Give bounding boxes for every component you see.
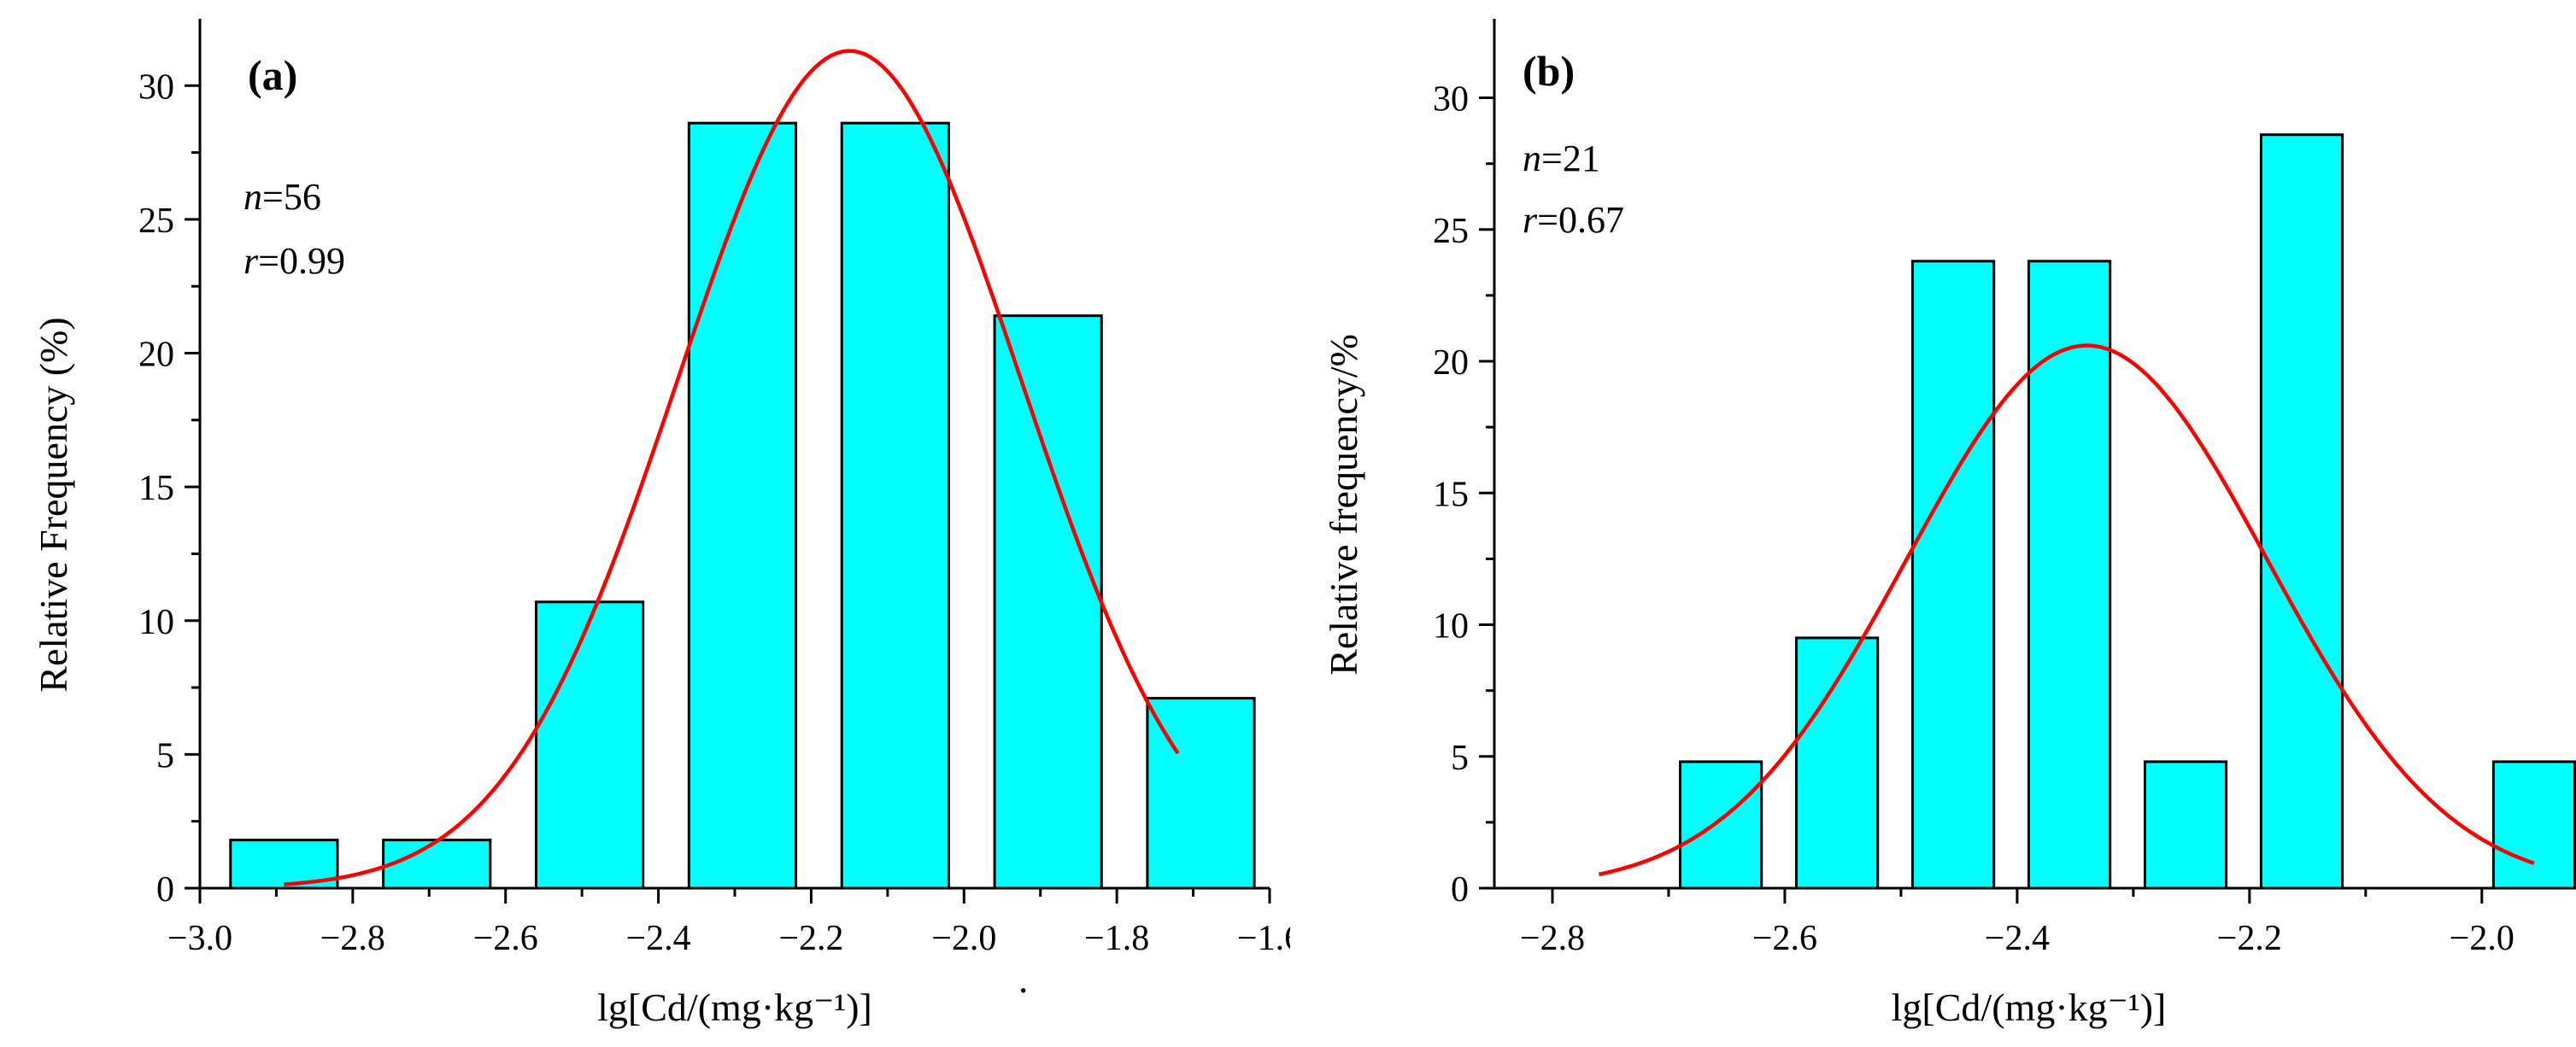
r-value: =0.99 bbox=[258, 240, 345, 282]
x-axis-label: lg[Cd/(mg·kg⁻¹)] bbox=[597, 986, 872, 1029]
histogram-bar bbox=[687, 121, 798, 890]
x-axis-label-suffix: · bbox=[1017, 968, 1030, 1012]
n-symbol: n bbox=[244, 176, 262, 218]
x-axis-label: lg[Cd/(mg·kg⁻¹)] bbox=[1892, 986, 2167, 1029]
r-symbol: r bbox=[244, 240, 259, 282]
y-tick-label: 5 bbox=[156, 736, 174, 775]
correlation-label: r=0.67 bbox=[1523, 199, 1624, 241]
n-value: =21 bbox=[1541, 137, 1600, 179]
histogram-bar bbox=[1911, 260, 1996, 890]
y-tick-label: 15 bbox=[138, 469, 174, 508]
r-value: =0.67 bbox=[1537, 199, 1624, 241]
y-tick-label: 5 bbox=[1451, 739, 1469, 778]
y-tick-label: 20 bbox=[138, 336, 174, 375]
x-tick-label: −2.6 bbox=[1752, 919, 1817, 958]
normal-fit-curve bbox=[284, 49, 1180, 886]
y-tick-label: 30 bbox=[1433, 80, 1469, 120]
x-tick-label: −2.8 bbox=[320, 919, 385, 958]
histogram-bar bbox=[1679, 760, 1763, 890]
sample-size-label: n=56 bbox=[244, 176, 321, 218]
x-tick-label: −2.0 bbox=[2450, 919, 2514, 958]
n-symbol: n bbox=[1523, 137, 1541, 179]
histogram-panel-a: −3.0 −2.8 −2.6 −2.4 −2.2 −2.0 −1.8 −1.6 0 5 10 15 20… bbox=[32, 19, 1290, 1029]
y-tick-label: 0 bbox=[156, 870, 174, 910]
sample-size-label: n=21 bbox=[1523, 137, 1600, 179]
y-tick-label: 0 bbox=[1451, 870, 1469, 910]
x-tick-label: −1.8 bbox=[1084, 919, 1149, 958]
histogram-bar bbox=[2259, 133, 2344, 890]
panel-label: (b) bbox=[1523, 47, 1575, 95]
y-tick-label: 10 bbox=[1433, 607, 1469, 646]
correlation-label: r=0.99 bbox=[244, 240, 345, 282]
histogram-bar bbox=[840, 121, 950, 890]
y-tick-label: 30 bbox=[138, 67, 174, 107]
x-tick-label: −1.6 bbox=[1237, 919, 1290, 958]
histogram-bar bbox=[2027, 260, 2112, 890]
y-tick-label: 10 bbox=[138, 603, 174, 642]
histogram-bar bbox=[382, 839, 492, 890]
histogram-bar bbox=[1795, 636, 1880, 890]
x-tick-label: −2.4 bbox=[625, 919, 690, 958]
normal-fit-curve bbox=[1598, 343, 2535, 877]
x-tick-label: −3.0 bbox=[167, 919, 232, 958]
x-tick-label: −2.2 bbox=[2217, 919, 2282, 958]
histogram-bar bbox=[993, 314, 1103, 890]
r-symbol: r bbox=[1523, 199, 1538, 241]
panel-label: (a) bbox=[248, 51, 297, 99]
histogram-bar bbox=[534, 600, 645, 890]
histogram-bar bbox=[2143, 760, 2228, 890]
y-tick-label: 25 bbox=[138, 202, 174, 241]
y-tick-label: 15 bbox=[1433, 475, 1469, 514]
x-tick-label: −2.6 bbox=[473, 919, 538, 958]
histogram-bar bbox=[2491, 760, 2576, 890]
histogram-panel-b: −2.8 −2.6 −2.4 −2.2 −2.0 0 5 10 15 20 25 30 lg[Cd/(m… bbox=[1322, 19, 2576, 1029]
x-tick-label: −2.4 bbox=[1985, 919, 2050, 958]
x-tick-label: −2.0 bbox=[931, 919, 996, 958]
x-tick-label: −2.8 bbox=[1520, 919, 1585, 958]
n-value: =56 bbox=[262, 176, 321, 218]
y-tick-label: 20 bbox=[1433, 343, 1469, 383]
y-axis-label: Relative frequency/% bbox=[1322, 334, 1365, 676]
x-tick-label: −2.2 bbox=[778, 919, 843, 958]
y-axis-label: Relative Frequency (%) bbox=[32, 317, 75, 692]
y-tick-label: 25 bbox=[1433, 212, 1469, 251]
